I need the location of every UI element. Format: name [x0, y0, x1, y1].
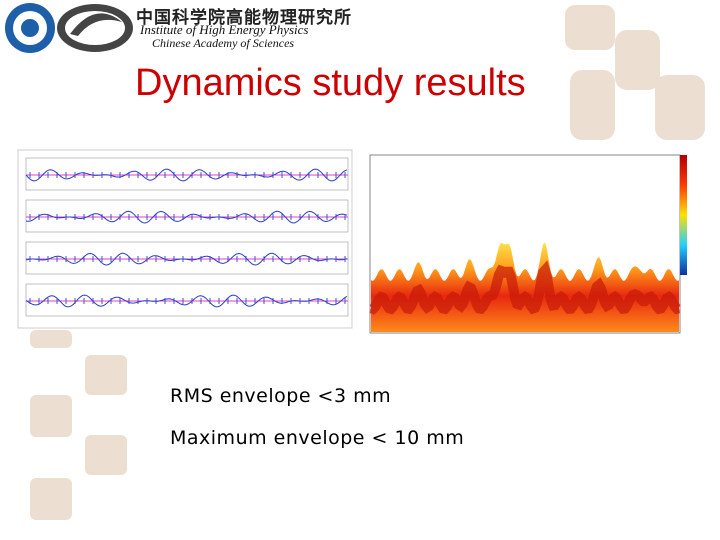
- element-ticks: [29, 214, 346, 220]
- orbit-curve: [25, 168, 348, 182]
- element-ticks: [29, 298, 346, 304]
- element-ticks: [29, 172, 346, 178]
- slide-title: Dynamics study results: [135, 62, 526, 104]
- logo-ihep: [57, 4, 133, 52]
- logo-cas: [5, 3, 55, 53]
- heatmap-plot: [362, 148, 702, 344]
- bullet: RMS envelope <3 mm: [170, 385, 392, 407]
- subplot-frame: [25, 157, 349, 191]
- institute-name-cn: 中国科学院高能物理研究所: [136, 8, 352, 28]
- subplot-frame: [25, 241, 349, 275]
- orbit-plots: [17, 149, 353, 329]
- orbit-curve: [25, 252, 348, 266]
- decoration: [30, 5, 705, 520]
- element-ticks: [29, 256, 346, 262]
- heatmap-core: [369, 260, 681, 315]
- subplot-frame: [25, 283, 349, 317]
- bullet: Maximum envelope < 10 mm: [170, 427, 465, 449]
- org-name-en: Chinese Academy of Sciences: [152, 36, 295, 50]
- orbit-curve: [25, 210, 348, 224]
- orbit-curve: [25, 294, 348, 308]
- institute-name-en: Institute of High Energy Physics: [140, 22, 309, 37]
